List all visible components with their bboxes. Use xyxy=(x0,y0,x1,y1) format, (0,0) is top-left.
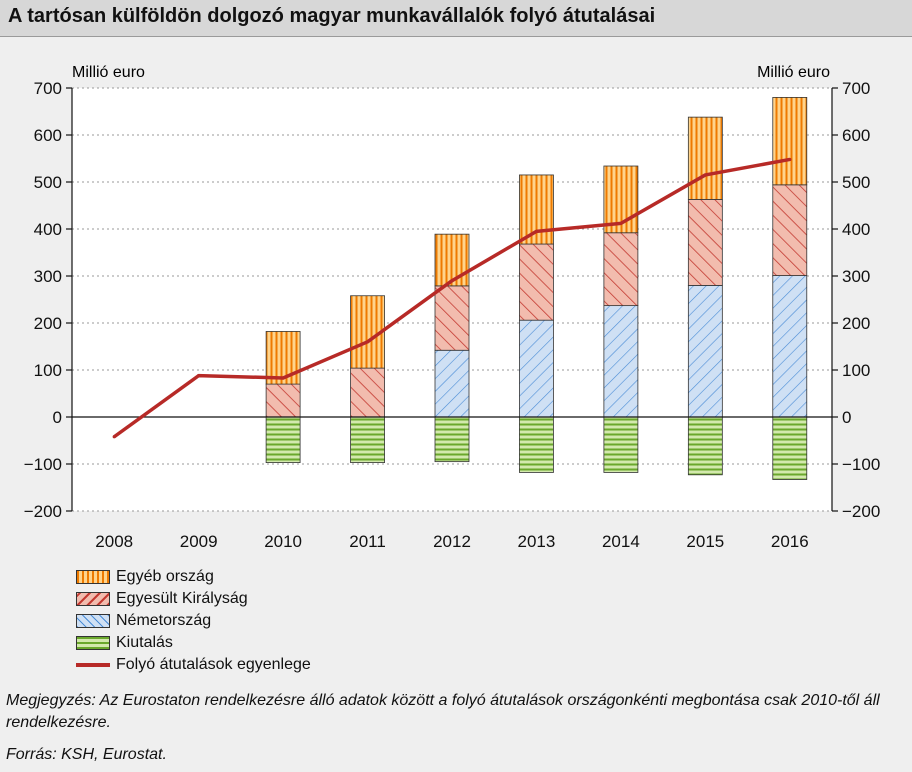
legend-label: Folyó átutalások egyenlege xyxy=(116,656,311,673)
bar-egyesult-kiralysag-2011 xyxy=(350,367,385,418)
axes: −200 −200 −100 −100 0 0 100 100 200 200 300 300 400 4… xyxy=(24,79,881,551)
y-tick-label-right: 700 xyxy=(842,79,870,98)
y-tick-label-right: 0 xyxy=(842,408,851,427)
legend-swatch xyxy=(76,636,110,650)
y-tick-label-left: 0 xyxy=(53,408,62,427)
line-point-2010 xyxy=(281,376,285,380)
bar-egyeb-orszag-2013 xyxy=(519,174,554,245)
bar-egyesult-kiralysag-2013 xyxy=(519,243,554,321)
legend-label: Egyesült Királyság xyxy=(116,590,248,607)
line-point-2015 xyxy=(703,173,707,177)
bar-egyesult-kiralysag-2015 xyxy=(687,198,723,286)
bar-egyeb-orszag-2016 xyxy=(772,97,808,186)
legend-label: Kiutalás xyxy=(116,634,173,651)
legend-label: Németország xyxy=(116,612,212,629)
bar-kiutalas-2013 xyxy=(519,416,554,473)
bar-kiutalas-2010 xyxy=(265,416,301,463)
legend-item-egyesult-kiralysag: Egyesült Királyság xyxy=(76,588,311,610)
line-point-2014 xyxy=(619,221,623,225)
legend-swatch xyxy=(76,592,110,606)
x-tick-label-2010: 2010 xyxy=(264,532,302,551)
y-tick-label-left: 300 xyxy=(34,267,62,286)
x-tick-label-2014: 2014 xyxy=(602,532,640,551)
y-axis-label-right: Millió euro xyxy=(757,64,830,81)
legend-item-kiutalas: Kiutalás xyxy=(76,632,311,654)
bar-egyesult-kiralysag-2014 xyxy=(603,232,639,307)
line-point-2011 xyxy=(365,340,370,344)
x-tick-label-2008: 2008 xyxy=(95,532,133,551)
y-tick-label-right: −200 xyxy=(842,502,880,521)
x-tick-label-2016: 2016 xyxy=(771,532,809,551)
y-tick-label-left: −200 xyxy=(24,502,62,521)
bar-nemetorszag-2014 xyxy=(603,305,639,418)
y-tick-label-left: 500 xyxy=(34,173,62,192)
legend-swatch xyxy=(76,614,110,628)
bar-kiutalas-2012 xyxy=(434,416,470,463)
y-tick-label-right: 200 xyxy=(842,314,870,333)
bar-nemetorszag-2013 xyxy=(519,319,554,418)
y-axis-label-left: Millió euro xyxy=(72,64,145,81)
line-point-2008 xyxy=(112,435,116,439)
y-tick-label-right: 300 xyxy=(842,267,870,286)
bar-kiutalas-2014 xyxy=(603,416,639,473)
bar-egyesult-kiralysag-2016 xyxy=(772,184,808,276)
x-tick-label-2012: 2012 xyxy=(433,532,471,551)
bar-egyeb-orszag-2015 xyxy=(687,116,723,200)
y-tick-label-left: 700 xyxy=(34,79,62,98)
bar-kiutalas-2015 xyxy=(687,416,723,476)
balance-line-layer xyxy=(112,157,792,439)
line-point-2009 xyxy=(197,374,201,378)
chart-canvas: Millió euro Millió euro −200 −200 −100 −100… xyxy=(24,64,881,551)
legend-item-folyo-atutalasok-egyenlege: Folyó átutalások egyenlege xyxy=(76,654,311,676)
y-tick-label-right: 100 xyxy=(842,361,870,380)
x-tick-label-2015: 2015 xyxy=(686,532,724,551)
legend-swatch xyxy=(76,570,110,584)
legend-swatch xyxy=(76,663,110,667)
legend-item-egyeb-orszag: Egyéb ország xyxy=(76,566,311,588)
bar-egyesult-kiralysag-2010 xyxy=(265,383,301,418)
bar-egyeb-orszag-2010 xyxy=(265,331,301,385)
y-tick-label-left: 600 xyxy=(34,126,62,145)
bar-nemetorszag-2015 xyxy=(687,284,723,418)
chart-title: A tartósan külföldön dolgozó magyar munk… xyxy=(8,5,656,27)
y-tick-label-right: 600 xyxy=(842,126,870,145)
legend: Egyéb ország Egyesült Királyság Németorszá… xyxy=(76,566,311,676)
y-tick-label-left: 100 xyxy=(34,361,62,380)
legend-item-nemetorszag: Németország xyxy=(76,610,311,632)
legend-label: Egyéb ország xyxy=(116,568,214,585)
bar-egyesult-kiralysag-2012 xyxy=(434,285,470,351)
line-point-2012 xyxy=(450,279,454,283)
line-point-2013 xyxy=(534,229,539,233)
bar-nemetorszag-2012 xyxy=(434,349,470,418)
y-tick-label-right: 500 xyxy=(842,173,870,192)
footnote: Megjegyzés: Az Eurostaton rendelkezésre … xyxy=(6,692,880,731)
y-tick-label-left: 400 xyxy=(34,220,62,239)
x-tick-label-2013: 2013 xyxy=(518,532,556,551)
bar-nemetorszag-2016 xyxy=(772,275,808,418)
y-tick-label-left: −100 xyxy=(24,455,62,474)
x-tick-label-2011: 2011 xyxy=(349,532,386,551)
bar-egyeb-orszag-2012 xyxy=(434,233,470,287)
y-tick-label-left: 200 xyxy=(34,314,62,333)
line-point-2016 xyxy=(788,157,792,162)
bar-kiutalas-2011 xyxy=(350,416,385,463)
bars xyxy=(265,97,808,480)
x-tick-label-2009: 2009 xyxy=(180,532,218,551)
title-bar: A tartósan külföldön dolgozó magyar munk… xyxy=(0,0,912,37)
y-tick-label-right: 400 xyxy=(842,220,870,239)
y-tick-label-right: −100 xyxy=(842,455,880,474)
source-note: Forrás: KSH, Eurostat. xyxy=(6,746,167,763)
bar-kiutalas-2016 xyxy=(772,416,808,480)
